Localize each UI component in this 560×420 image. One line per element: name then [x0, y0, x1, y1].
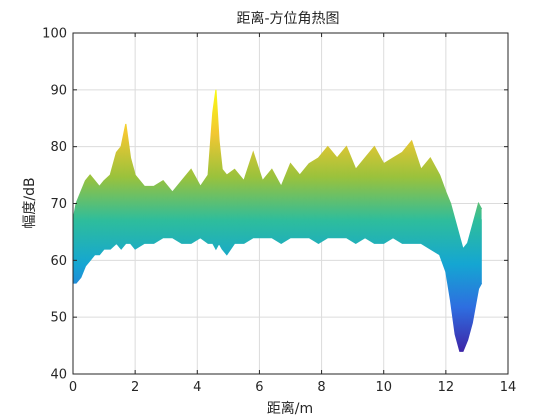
- x-tick-label: 8: [317, 380, 325, 395]
- x-tick-label: 10: [375, 380, 392, 395]
- axes-layer: 0 2 4 6 8 10 12 14 40 50 60 70 80 90 100: [42, 27, 516, 396]
- y-tick-label: 50: [50, 311, 67, 326]
- y-tick-label: 60: [50, 254, 67, 269]
- y-axis-title: 幅度/dB: [22, 177, 38, 228]
- upper-envelope-line: [73, 89, 483, 251]
- x-axis-title: 距离/m: [267, 400, 313, 417]
- x-tick-label: 14: [500, 380, 517, 395]
- x-tick-label: 2: [131, 380, 139, 395]
- y-tick-label: 80: [50, 140, 67, 155]
- y-tick-label: 100: [42, 27, 67, 42]
- x-tick-label: 4: [193, 380, 201, 395]
- x-tick-label: 0: [69, 380, 77, 395]
- x-tick-label: 12: [438, 380, 455, 395]
- lower-envelope-line: [73, 236, 483, 352]
- y-tick-label: 40: [50, 368, 67, 383]
- data-layer: [73, 89, 483, 352]
- label-layer: 距离-方位角热图 距离/m 幅度/dB: [22, 10, 340, 417]
- chart-title: 距离-方位角热图: [236, 10, 339, 27]
- amplitude-ripple-strokes: [73, 94, 482, 352]
- x-tick-label: 6: [255, 380, 263, 395]
- y-tick-label: 90: [50, 83, 67, 98]
- y-tick-label: 70: [50, 197, 67, 212]
